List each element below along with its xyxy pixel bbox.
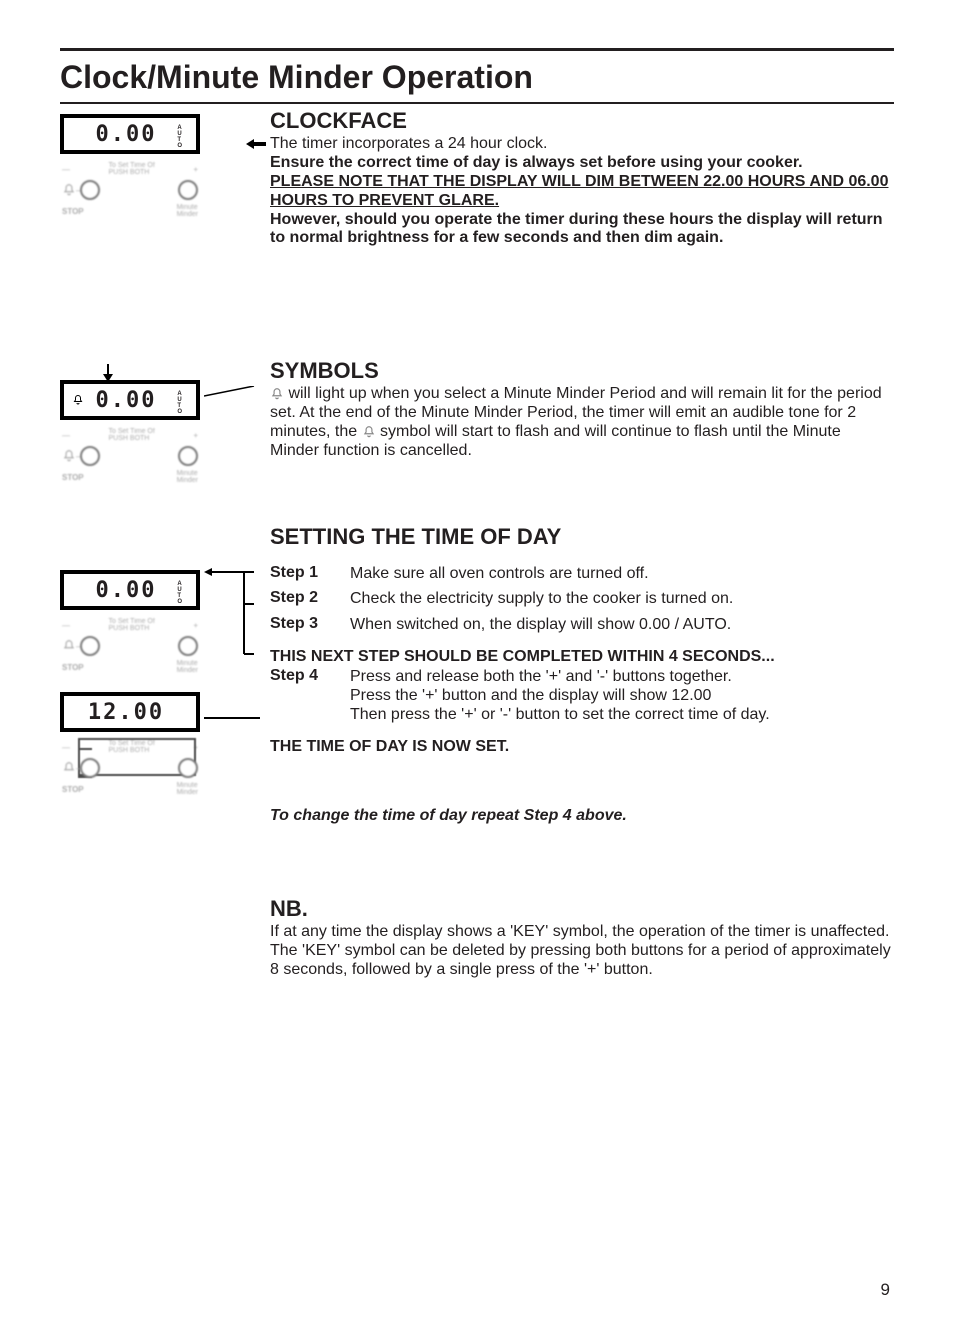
page-number: 9 — [881, 1280, 890, 1300]
bell-icon — [62, 761, 76, 775]
step4-connector — [204, 712, 260, 724]
blur-label: — — [62, 165, 70, 174]
bell-icon — [62, 183, 76, 197]
step4-line1: Press and release both the '+' and '-' b… — [350, 668, 732, 685]
blur-label: + — [193, 621, 198, 630]
blur-label: To Set Time OfPUSH BOTH — [109, 162, 155, 176]
blur-label: STOP — [62, 663, 84, 672]
clock-display-value: 12.00 — [88, 700, 164, 725]
nb-body: If at any time the display shows a 'KEY'… — [270, 923, 894, 980]
step2-label: Step 2 — [270, 589, 350, 608]
blur-label: STOP — [62, 473, 84, 482]
change-note: To change the time of day repeat Step 4 … — [270, 807, 894, 826]
clock-display-value: 0.00 — [96, 122, 157, 147]
blur-label: MinuteMinder — [177, 660, 198, 674]
blur-label: + — [193, 431, 198, 440]
blur-label: STOP — [62, 207, 84, 216]
plus-knob — [178, 636, 198, 656]
blur-label: + — [193, 165, 198, 174]
nb-line2: The 'KEY' symbol can be deleted by press… — [270, 942, 891, 978]
bell-icon — [362, 425, 376, 439]
symbols-diagram: 0.00 AUTO — To Set Time OfPUSH BOTH + – — [60, 364, 200, 484]
clockface-line3: PLEASE NOTE THAT THE DISPLAY WILL DIM BE… — [270, 173, 888, 209]
step1-label: Step 1 — [270, 564, 350, 583]
bell-icon — [62, 639, 76, 653]
clockface-line2: Ensure the correct time of day is always… — [270, 154, 803, 171]
blur-label: — — [62, 621, 70, 630]
nb-heading: NB. — [270, 896, 894, 922]
symbols-heading: SYMBOLS — [270, 358, 894, 384]
minus-knob — [80, 446, 100, 466]
auto-indicator: AUTO — [177, 125, 182, 149]
setting-diagram-2: 12.00 — To Set Time OfPUSH BOTH + — [60, 692, 200, 796]
down-arrow-icon — [88, 364, 128, 382]
bell-icon — [62, 449, 76, 463]
clockface-heading: CLOCKFACE — [270, 108, 894, 134]
bell-icon — [270, 387, 284, 401]
step4-label: Step 4 — [270, 667, 350, 725]
minus-knob — [80, 636, 100, 656]
next-step-header: THIS NEXT STEP SHOULD BE COMPLETED WITHI… — [270, 648, 894, 667]
bell-icon — [72, 394, 84, 406]
blur-label: MinuteMinder — [177, 782, 198, 796]
page-title: Clock/Minute Minder Operation — [60, 59, 894, 96]
nb-line1: If at any time the display shows a 'KEY'… — [270, 923, 889, 940]
clockface-body: The timer incorporates a 24 hour clock. … — [270, 135, 894, 248]
step3-text: When switched on, the display will show … — [350, 615, 894, 634]
blur-label: STOP — [62, 785, 84, 794]
step2-text: Check the electricity supply to the cook… — [350, 589, 894, 608]
pointer-arrow-icon — [246, 139, 266, 149]
step4-text: Press and release both the '+' and '-' b… — [350, 667, 894, 725]
step4-line2: Press the '+' button and the display wil… — [350, 687, 711, 704]
symbols-body: will light up when you select a Minute M… — [270, 385, 894, 461]
blur-label: — — [62, 743, 70, 752]
top-rule — [60, 48, 894, 51]
blur-label: MinuteMinder — [177, 204, 198, 218]
step1-text: Make sure all oven controls are turned o… — [350, 564, 894, 583]
plus-knob — [178, 758, 198, 778]
clockface-line4: However, should you operate the timer du… — [270, 211, 883, 247]
blur-label: — — [62, 431, 70, 440]
time-now-set: THE TIME OF DAY IS NOW SET. — [270, 738, 894, 757]
blur-label: To Set Time OfPUSH BOTH — [109, 428, 155, 442]
blur-label: To Set Time OfPUSH BOTH — [109, 618, 155, 632]
plus-knob — [178, 180, 198, 200]
setting-heading: SETTING THE TIME OF DAY — [270, 524, 894, 550]
step-bracket — [204, 564, 254, 664]
title-rule — [60, 102, 894, 104]
clock-display-value: 0.00 — [96, 388, 157, 413]
connector-line — [204, 386, 264, 416]
auto-indicator: AUTO — [177, 581, 182, 605]
setting-diagram-1: 0.00 AUTO — To Set Time OfPUSH BOTH + – — [60, 570, 200, 674]
plus-knob — [178, 446, 198, 466]
auto-indicator: AUTO — [177, 391, 182, 415]
minus-knob — [80, 758, 100, 778]
clockface-diagram: 0.00 AUTO — To Set Time OfPUSH BOTH + – — [60, 114, 200, 218]
step3-label: Step 3 — [270, 615, 350, 634]
clock-display-value: 0.00 — [96, 578, 157, 603]
minus-knob — [80, 180, 100, 200]
blur-label: MinuteMinder — [177, 470, 198, 484]
step4-line3: Then press the '+' or '-' button to set … — [350, 706, 770, 723]
clockface-line1: The timer incorporates a 24 hour clock. — [270, 135, 547, 152]
